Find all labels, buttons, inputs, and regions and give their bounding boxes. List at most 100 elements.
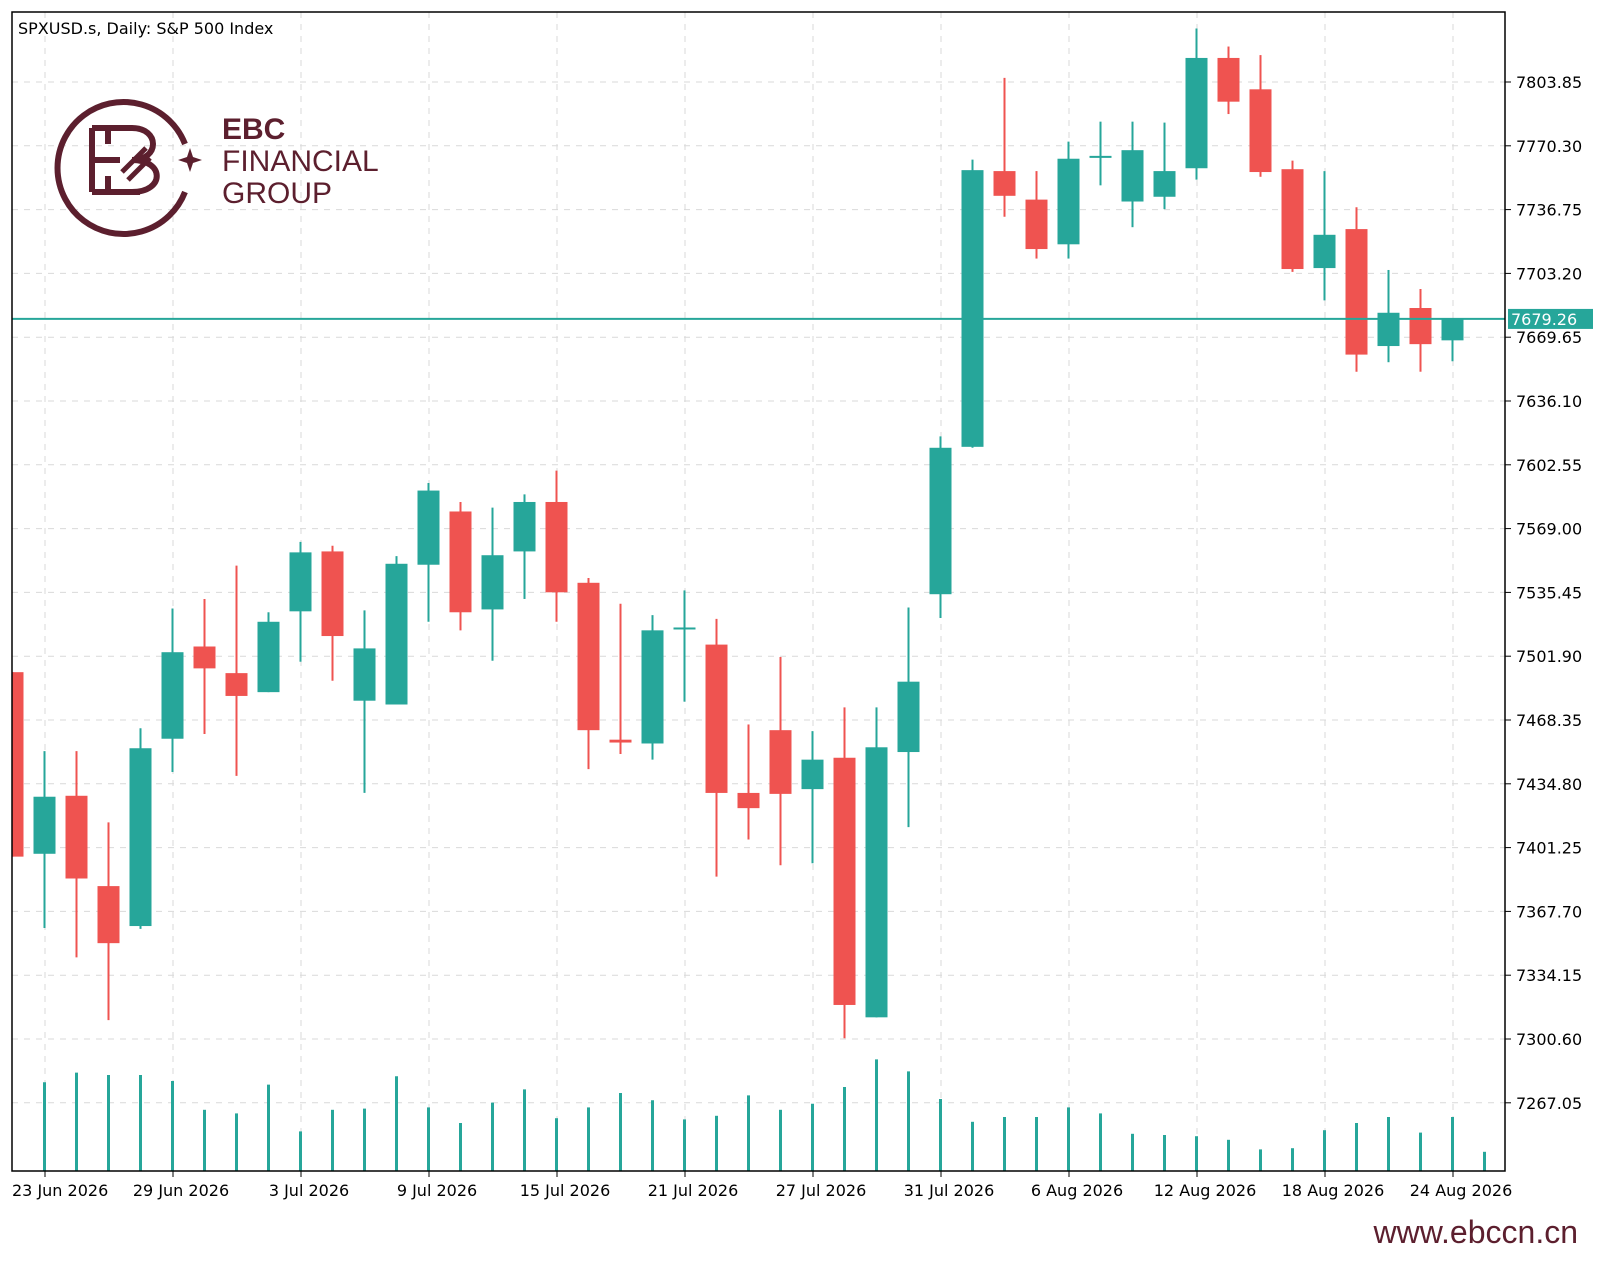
y-tick-label: 7602.55	[1516, 456, 1582, 475]
x-tick-label: 23 Jun 2026	[12, 1181, 108, 1200]
y-tick-label: 7636.10	[1516, 392, 1582, 411]
candle-body	[705, 644, 728, 793]
candle-bearish	[449, 501, 472, 631]
candle-body	[1249, 89, 1272, 173]
candle-body	[1057, 158, 1080, 245]
x-tick-label: 21 Jul 2026	[648, 1181, 739, 1200]
y-tick-label: 7703.20	[1516, 264, 1582, 283]
candle-body	[1185, 57, 1208, 169]
candle-bearish	[769, 656, 792, 866]
candle-bearish	[609, 603, 632, 754]
volume-bars	[43, 1059, 1486, 1171]
candle-body	[545, 501, 568, 593]
y-tick-label: 7569.00	[1516, 520, 1582, 539]
candle-body	[1025, 199, 1048, 250]
candle-body	[1441, 318, 1464, 341]
candle-bearish	[65, 751, 88, 958]
candle-bearish	[1409, 288, 1432, 372]
chart-frame	[11, 11, 1506, 1172]
candle-body	[1089, 155, 1112, 158]
current-price-label: 7679.26	[1511, 310, 1577, 329]
y-tick-label: 7300.60	[1516, 1030, 1582, 1049]
brand-line-3: GROUP	[222, 177, 332, 210]
x-tick-label: 6 Aug 2026	[1031, 1181, 1123, 1200]
website-link[interactable]: www.ebccn.cn	[1372, 1214, 1578, 1250]
candle-body	[33, 796, 56, 854]
candle-body	[1345, 229, 1368, 355]
y-tick-label: 7669.65	[1516, 328, 1582, 347]
candle-body	[129, 748, 152, 927]
candle-bullish	[33, 751, 56, 928]
candle-bearish	[545, 470, 568, 622]
candle-body	[865, 747, 888, 1018]
candle-body	[12, 672, 24, 857]
candle-bearish	[1025, 171, 1048, 259]
x-tick-label: 24 Aug 2026	[1410, 1181, 1513, 1200]
current-price-tag: 7679.26	[1508, 308, 1593, 329]
candle-body	[1153, 171, 1176, 197]
candle-bullish	[417, 482, 440, 622]
candle-body	[897, 681, 920, 753]
y-tick-label: 7267.05	[1516, 1094, 1582, 1113]
x-tick-label: 29 Jun 2026	[133, 1181, 229, 1200]
y-tick-label: 7468.35	[1516, 711, 1582, 730]
candle-body	[353, 648, 376, 701]
candles	[11, 28, 1464, 1039]
candle-bullish	[289, 541, 312, 662]
candle-bullish	[481, 507, 504, 661]
candle-bullish	[1377, 269, 1400, 363]
candle-body	[737, 792, 760, 809]
candle-bullish	[897, 607, 920, 828]
candle-bullish	[513, 494, 536, 599]
candle-bearish	[577, 578, 600, 770]
candle-bullish	[129, 728, 152, 929]
candle-bullish	[353, 610, 376, 793]
candle-bearish	[193, 598, 216, 734]
x-tick-label: 3 Jul 2026	[269, 1181, 349, 1200]
candle-body	[449, 511, 472, 613]
candle-bullish	[1153, 122, 1176, 210]
y-tick-label: 7334.15	[1516, 966, 1582, 985]
y-tick-label: 7770.30	[1516, 137, 1582, 156]
candle-body	[929, 447, 952, 595]
candle-body	[1409, 308, 1432, 345]
candle-body	[833, 757, 856, 1005]
candle-bullish	[1121, 121, 1144, 228]
candle-bearish	[833, 707, 856, 1039]
candle-body	[961, 170, 984, 447]
candle-body	[1313, 234, 1336, 269]
candle-body	[673, 627, 696, 630]
candle-body	[801, 759, 824, 790]
candle-body	[225, 673, 248, 696]
y-tick-label: 7501.90	[1516, 647, 1582, 666]
brand-line-2: FINANCIAL	[222, 145, 379, 178]
candle-body	[161, 652, 184, 739]
y-tick-label: 7367.70	[1516, 902, 1582, 921]
candle-bullish	[865, 707, 888, 1018]
candle-bearish	[705, 618, 728, 877]
x-tick-label: 12 Aug 2026	[1154, 1181, 1257, 1200]
candle-bullish	[801, 731, 824, 864]
candle-body	[577, 582, 600, 731]
candle-body	[609, 739, 632, 743]
candle-body	[97, 886, 120, 944]
brand-line-1: EBC	[222, 113, 285, 146]
candle-bullish	[641, 615, 664, 760]
candle-bearish	[993, 77, 1016, 217]
candle-bullish	[929, 436, 952, 618]
candle-bearish	[1249, 55, 1272, 177]
candle-body	[1281, 169, 1304, 270]
candle-bearish	[11, 672, 24, 857]
candle-bearish	[321, 545, 344, 681]
x-tick-label: 15 Jul 2026	[520, 1181, 611, 1200]
candle-bearish	[1281, 160, 1304, 272]
candle-bullish	[961, 159, 984, 448]
y-tick-label: 7401.25	[1516, 839, 1582, 858]
candle-body	[1121, 150, 1144, 202]
candle-bearish	[737, 724, 760, 840]
candle-bullish	[1313, 171, 1336, 301]
x-tick-label: 18 Aug 2026	[1282, 1181, 1385, 1200]
candle-bearish	[97, 822, 120, 1021]
y-tick-label: 7736.75	[1516, 201, 1582, 220]
